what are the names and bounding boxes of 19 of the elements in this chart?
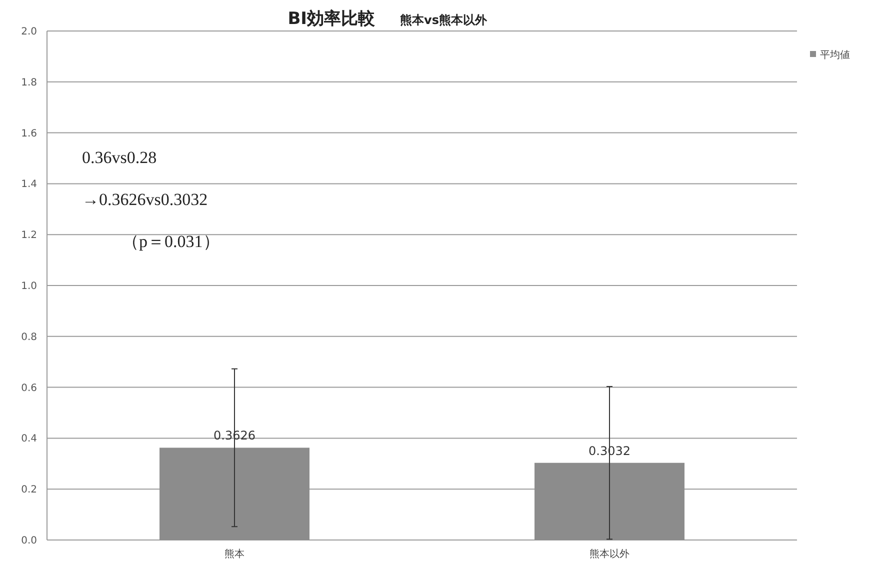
x-tick-label: 熊本 xyxy=(224,548,244,560)
y-tick-label: 1.6 xyxy=(21,128,37,140)
annotation: 0.36vs0.28 xyxy=(82,148,157,167)
y-tick-label: 0.8 xyxy=(21,332,37,343)
y-tick-label: 1.4 xyxy=(21,179,37,190)
y-tick-label: 0.2 xyxy=(21,484,37,496)
annotation: →0.3626vs0.3032 xyxy=(82,190,208,209)
y-tick-label: 0.4 xyxy=(21,434,37,445)
chart-subtitle: 熊本vs熊本以外 xyxy=(400,13,488,27)
legend-label: 平均値 xyxy=(820,49,850,61)
y-tick-label: 1.2 xyxy=(21,230,37,242)
y-tick-label: 1.8 xyxy=(21,77,37,88)
annotation: （p＝0.031） xyxy=(122,232,220,251)
y-tick-label: 1.0 xyxy=(21,281,37,292)
y-tick-label: 0.6 xyxy=(21,382,37,394)
y-tick-label: 2.0 xyxy=(21,26,37,38)
x-tick-label: 熊本以外 xyxy=(590,548,630,560)
chart-title: BI効率比較 xyxy=(288,9,376,29)
y-tick-label: 0.0 xyxy=(21,536,37,546)
